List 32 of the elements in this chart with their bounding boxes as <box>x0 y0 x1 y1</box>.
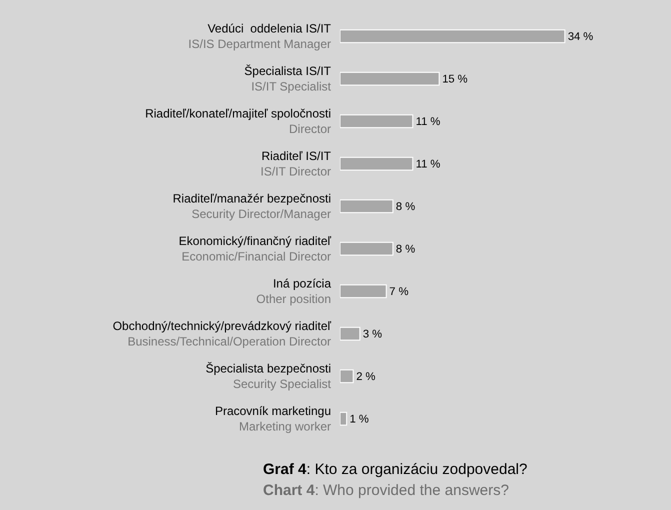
data-label: 8 % <box>396 244 416 256</box>
y-tick-label: Obchodný/technický/prevádzkový riaditeľ Business/Technical/Operation Director <box>112 319 332 349</box>
text: Graf 4: Kto za organizáciu zodpovedal? <box>263 461 528 478</box>
y-tick-label: Riaditeľ/manažér bezpečnosti Security Director/Manager <box>172 192 331 222</box>
data-label: 8 % <box>396 201 416 214</box>
y-tick-label: Iná pozícia Other position <box>256 276 332 306</box>
bar <box>340 326 360 341</box>
text: Chart 4: Who provided the answers? <box>263 482 509 499</box>
bar <box>340 156 414 171</box>
bar <box>340 242 394 256</box>
data-label: 3 % <box>362 328 382 341</box>
bar <box>340 114 414 128</box>
bar <box>340 412 348 426</box>
y-tick-label: Pracovník marketingu Marketing worker <box>214 404 331 434</box>
bar <box>340 369 354 384</box>
y-tick-label: Špecialista bezpečnosti Security Specialist <box>206 362 332 392</box>
bar <box>340 284 387 298</box>
data-label: 1 % <box>350 414 369 426</box>
bar <box>340 29 566 44</box>
data-label: 15 % <box>442 74 468 86</box>
data-label: 2 % <box>356 371 376 384</box>
y-tick-label: Riaditeľ IS/IT IS/IT Director <box>260 149 332 179</box>
data-label: 34 % <box>568 31 594 44</box>
y-tick-label: Ekonomický/finančný riaditeľ Economic/Financial Director <box>178 234 332 264</box>
data-label: 7 % <box>389 286 409 298</box>
y-tick-label: Riaditeľ/konateľ/majiteľ spoločnosti Director <box>145 106 331 136</box>
bar <box>340 199 394 214</box>
data-label: 11 % <box>416 116 440 128</box>
bar <box>340 72 440 86</box>
data-label: 11 % <box>416 158 440 171</box>
y-tick-label: Špecialista IS/IT IS/IT Specialist <box>244 64 332 94</box>
y-tick-label: Vedúci oddelenia IS/IT IS/IS Department Manager <box>188 22 332 52</box>
